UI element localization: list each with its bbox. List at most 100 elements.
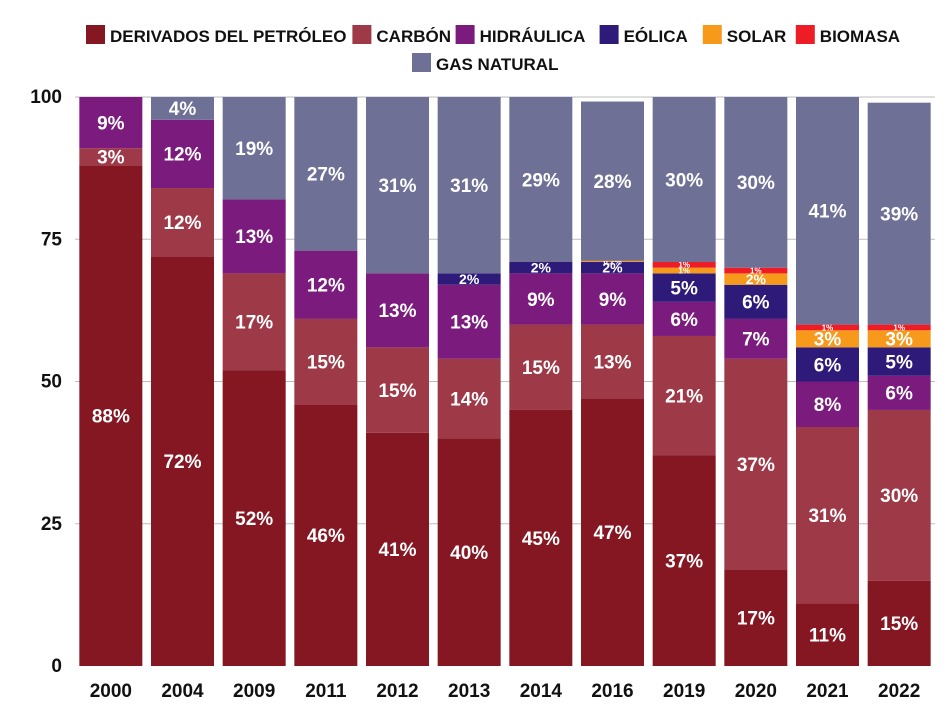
x-tick-label-2014: 2014 xyxy=(520,681,563,702)
bar-2009-derivados-del-petroleo xyxy=(222,370,286,666)
data-label-2014-eolica: 2% xyxy=(531,260,552,276)
y-tick-label-0: 0 xyxy=(51,656,62,677)
data-label-2019-gas-natural: 30% xyxy=(665,170,703,191)
data-label-2022-derivados-del-petroleo: 15% xyxy=(880,614,918,635)
bar-2014-hidraulica xyxy=(509,273,573,325)
data-label-2004-carbon: 12% xyxy=(163,213,201,234)
bar-2022-derivados-del-petroleo xyxy=(867,580,931,666)
data-label-2016-hidraulica: 9% xyxy=(599,290,627,311)
data-label-2021-solar: 3% xyxy=(814,330,842,351)
bar-2004-gas-natural xyxy=(151,97,214,120)
bar-2020-derivados-del-petroleo xyxy=(724,569,788,666)
bar-2013-derivados-del-petroleo xyxy=(437,438,501,666)
y-tick-label-100: 100 xyxy=(30,87,62,108)
data-label-2009-carbon: 17% xyxy=(235,313,273,334)
bar-2016-hidraulica xyxy=(581,273,644,325)
data-label-2021-biomasa: 1% xyxy=(822,323,834,332)
data-label-2012-gas-natural: 31% xyxy=(378,176,416,197)
bar-2016-derivados-del-petroleo xyxy=(581,398,644,666)
data-label-2020-eolica: 6% xyxy=(742,293,770,314)
data-label-2013-derivados-del-petroleo: 40% xyxy=(450,543,488,564)
bar-2012-carbon xyxy=(366,347,429,433)
bar-2012-gas-natural xyxy=(366,97,429,274)
x-tick-label-2012: 2012 xyxy=(376,681,418,702)
x-tick-label-2004: 2004 xyxy=(161,681,204,702)
bar-2021-gas-natural xyxy=(796,97,859,325)
bar-group-2012: 41% 15% 13% 31% xyxy=(366,97,429,666)
x-tick-label-2021: 2021 xyxy=(806,681,849,702)
bar-2012-derivados-del-petroleo xyxy=(366,432,429,666)
data-label-2013-carbon: 14% xyxy=(450,389,488,410)
data-label-2020-carbon: 37% xyxy=(737,455,775,476)
bar-2011-carbon xyxy=(294,318,358,405)
bars: 88% 3% 9% 72% 12% 12% 4% 52% 17% 13% 19% 46% 15% 12% 2… xyxy=(79,97,931,666)
bar-2022-carbon xyxy=(867,409,931,581)
bar-group-2011: 46% 15% 12% 27% xyxy=(294,97,358,666)
bar-group-2014: 45% 15% 9% 2% 29% xyxy=(509,97,573,666)
y-tick-label-50: 50 xyxy=(41,372,62,393)
data-label-2022-carbon: 30% xyxy=(880,486,918,507)
bar-2013-carbon xyxy=(437,358,501,439)
data-label-2021-carbon: 31% xyxy=(808,506,846,527)
bar-2009-carbon xyxy=(222,273,286,371)
data-label-2000-hidraulica: 9% xyxy=(97,113,125,134)
grid xyxy=(75,96,935,525)
x-tick-label-2000: 2000 xyxy=(90,681,132,702)
data-label-2012-carbon: 15% xyxy=(378,381,416,402)
legend-item-solar: SOLAR xyxy=(702,25,786,46)
data-label-2012-hidraulica: 13% xyxy=(378,301,416,322)
data-label-2022-hidraulica: 6% xyxy=(885,384,913,405)
bar-2009-hidraulica xyxy=(222,199,286,274)
legend-label-gas-natural: GAS NATURAL xyxy=(436,55,558,74)
data-label-2016-derivados-del-petroleo: 47% xyxy=(593,523,631,544)
bar-2004-carbon xyxy=(151,188,214,257)
legend-item-gas-natural: GAS NATURAL xyxy=(412,53,558,74)
bar-2020-eolica xyxy=(724,284,788,319)
legend-label-hidraulica: HIDRÁULICA xyxy=(480,27,586,46)
data-label-2020-derivados-del-petroleo: 17% xyxy=(737,608,775,629)
legend-label-derivados-del-petroleo: DERIVADOS DEL PETRÓLEO xyxy=(110,27,346,46)
legend-swatch-eolica xyxy=(599,25,619,44)
legend-swatch-hidraulica xyxy=(455,25,475,44)
bar-2021-carbon xyxy=(796,427,859,604)
bar-2009-gas-natural xyxy=(222,97,286,200)
legend-item-biomasa: BIOMASA xyxy=(795,25,900,46)
data-label-2014-carbon: 15% xyxy=(522,358,560,379)
data-label-2014-hidraulica: 9% xyxy=(527,290,555,311)
bar-2019-solar xyxy=(652,267,716,274)
x-axis: 2000 2004 2009 2011 2012 2013 2014 2016 2019 2020… xyxy=(90,681,921,702)
data-label-2012-derivados-del-petroleo: 41% xyxy=(378,540,416,561)
bar-2016-solar xyxy=(581,260,644,263)
bar-2004-derivados-del-petroleo xyxy=(151,256,214,666)
bar-2021-hidraulica xyxy=(796,381,859,428)
legend-swatch-gas-natural xyxy=(412,53,431,72)
x-tick-label-2019: 2019 xyxy=(663,681,705,702)
data-label-2020-solar: 2% xyxy=(746,271,767,287)
bar-2012-hidraulica xyxy=(366,273,429,348)
bar-2013-hidraulica xyxy=(437,284,501,359)
data-label-2019-derivados-del-petroleo: 37% xyxy=(665,552,703,573)
data-label-2022-eolica: 5% xyxy=(885,352,913,373)
data-label-2011-hidraulica: 12% xyxy=(307,276,345,297)
data-label-2022-biomasa: 1% xyxy=(893,323,905,332)
legend-swatch-solar xyxy=(702,25,722,44)
bar-2016-carbon xyxy=(581,324,644,399)
data-label-2004-derivados-del-petroleo: 72% xyxy=(163,452,201,473)
legend-swatch-biomasa xyxy=(795,25,815,44)
legend-label-biomasa: BIOMASA xyxy=(820,27,900,46)
bar-group-2004: 72% 12% 12% 4% xyxy=(151,97,214,666)
data-label-2013-gas-natural: 31% xyxy=(450,176,488,197)
bar-2000-carbon xyxy=(79,148,143,166)
bar-2019-carbon xyxy=(652,335,716,456)
bar-2014-gas-natural xyxy=(509,97,573,263)
bar-2020-hidraulica xyxy=(724,318,788,359)
data-label-2000-carbon: 3% xyxy=(97,148,125,169)
legend-label-eolica: EÓLICA xyxy=(624,27,688,46)
y-tick-label-25: 25 xyxy=(41,514,63,535)
data-label-2000-derivados-del-petroleo: 88% xyxy=(92,406,130,427)
legend-label-carbon: CARBÓN xyxy=(376,27,451,46)
bar-2021-solar xyxy=(796,330,859,348)
bar-2004-hidraulica xyxy=(151,119,214,189)
